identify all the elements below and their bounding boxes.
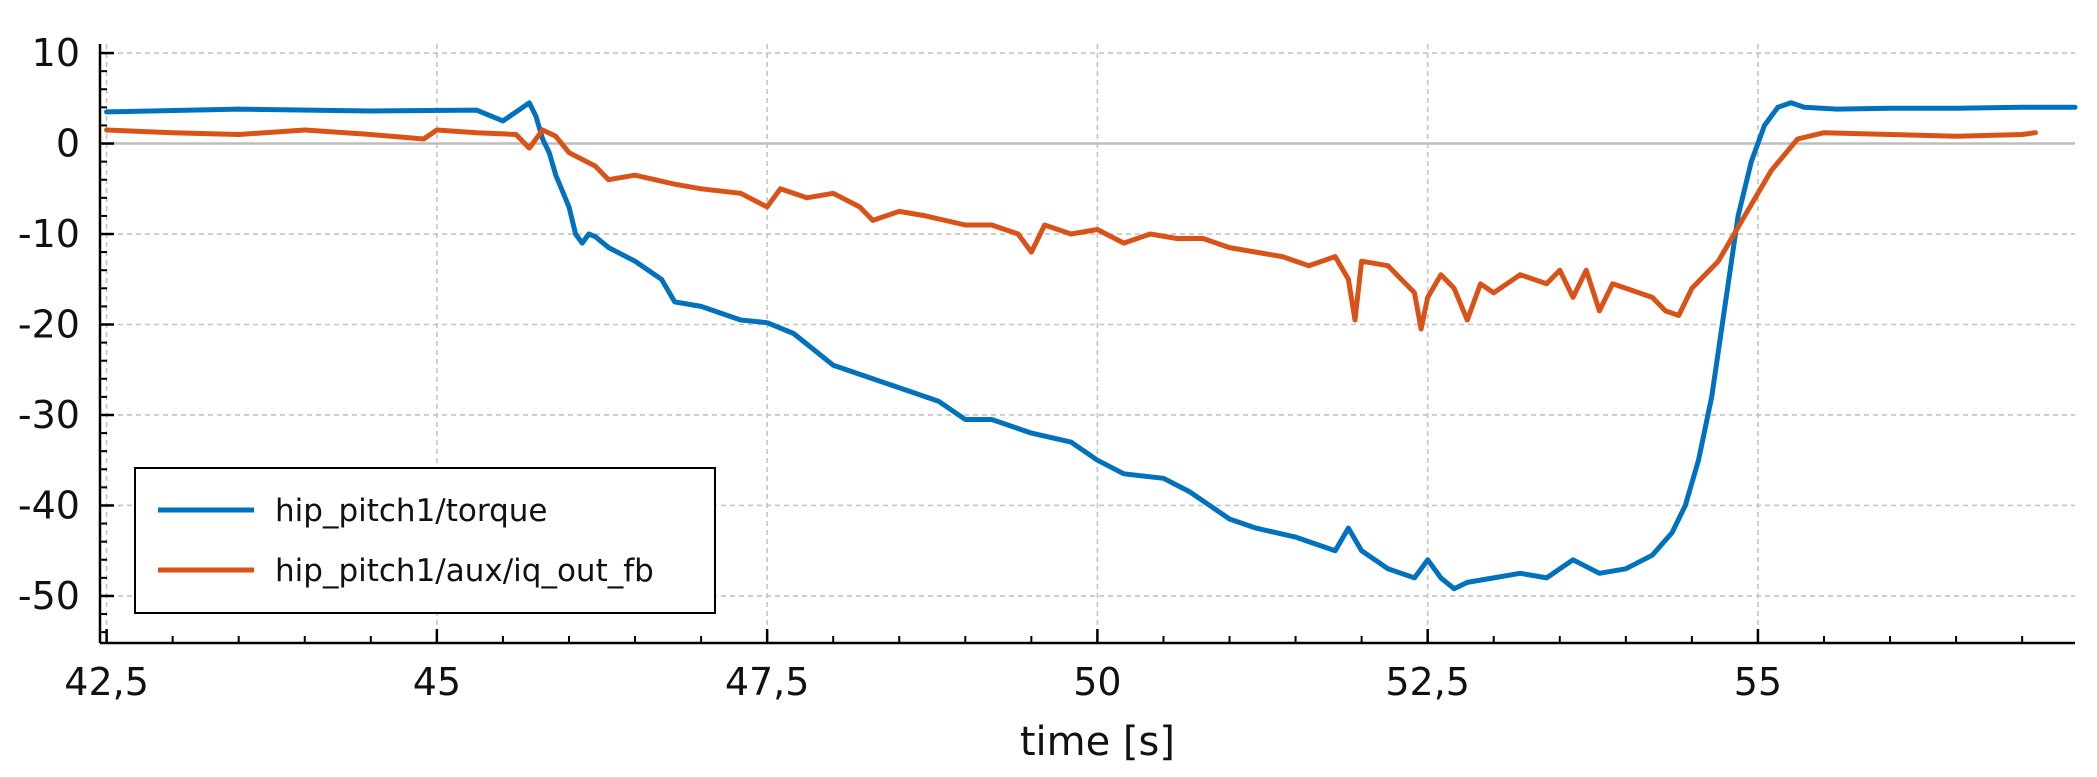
x-axis-title: time [s] (1020, 719, 1175, 765)
x-tick-label: 52,5 (1385, 660, 1470, 704)
x-tick-label: 50 (1073, 660, 1121, 704)
x-tick-label: 55 (1734, 660, 1782, 704)
legend-label-1: hip_pitch1/torque (275, 493, 547, 529)
series-line-2 (104, 127, 2038, 332)
y-axis-ticks: 10 0 -10 -20 -30 -40 -50 (18, 31, 114, 634)
legend-label-2: hip_pitch1/aux/iq_out_fb (275, 553, 654, 589)
series-lines (104, 100, 2078, 592)
x-tick-label: 45 (413, 660, 461, 704)
y-tick-label: -10 (18, 212, 80, 256)
x-tick-label: 47,5 (725, 660, 810, 704)
y-tick-label: -20 (18, 302, 80, 346)
y-tick-label: -30 (18, 393, 80, 437)
y-tick-label: -50 (18, 574, 80, 618)
x-tick-label: 42,5 (64, 660, 149, 704)
x-axis-ticks: 42,5 45 47,5 50 52,5 55 (64, 629, 2024, 704)
legend: hip_pitch1/torque hip_pitch1/aux/iq_out_f… (134, 467, 716, 614)
y-tick-label: -40 (18, 483, 80, 527)
series-line-1 (104, 100, 2078, 592)
y-tick-label: 10 (32, 31, 80, 75)
y-tick-label: 0 (56, 122, 80, 166)
legend-box (134, 467, 716, 614)
